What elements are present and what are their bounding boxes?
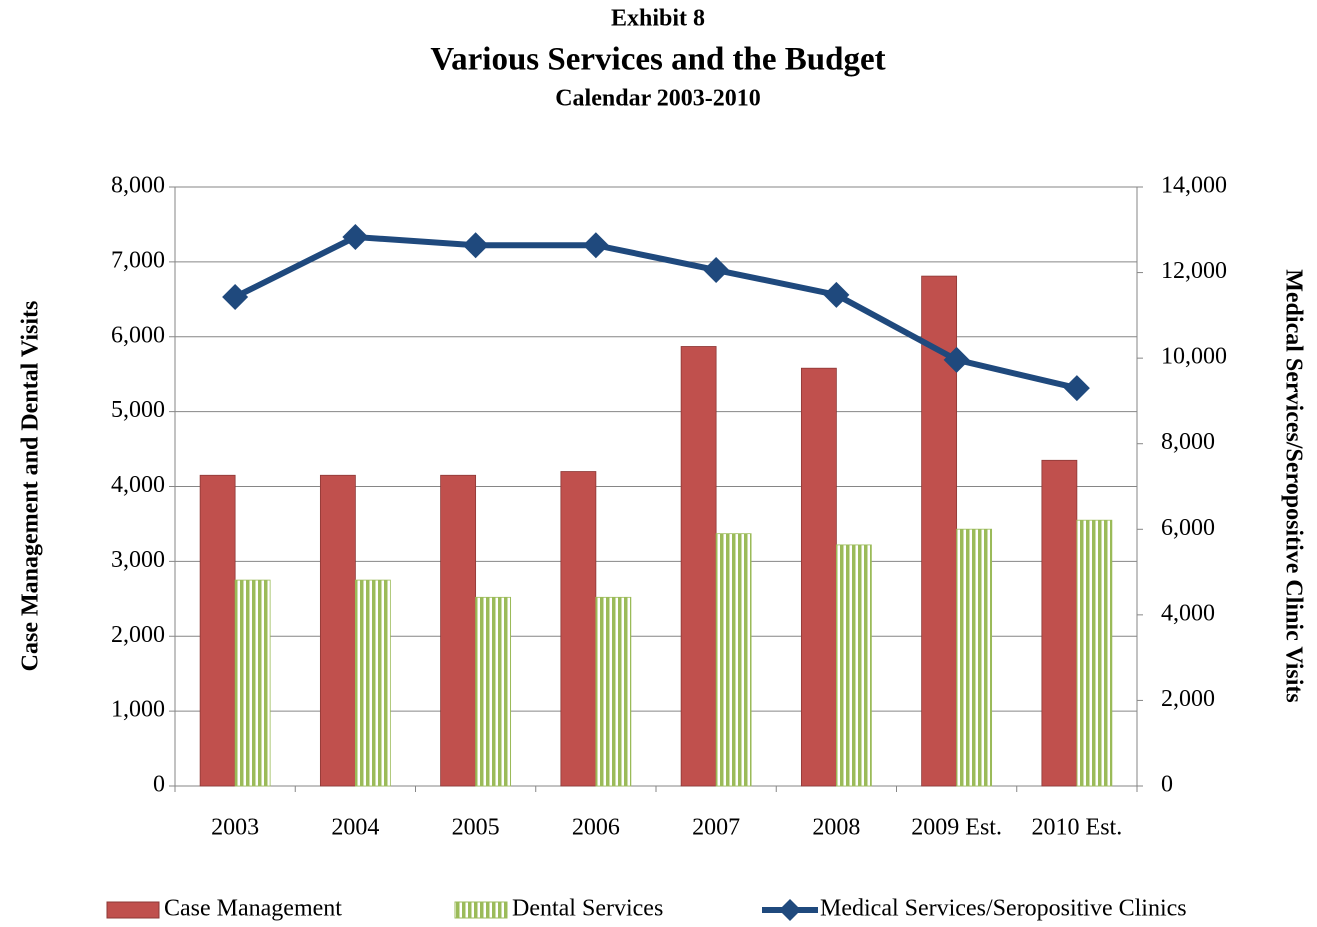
bar <box>199 474 236 787</box>
y-tick-label: 3,000 <box>111 547 165 573</box>
marker <box>823 281 850 308</box>
legend-label: Medical Services/Seropositive Clinics <box>820 896 1187 922</box>
bar <box>715 533 752 787</box>
marker <box>222 283 249 310</box>
marker <box>943 346 970 373</box>
y-tick-label: 4,000 <box>111 472 165 498</box>
y2-tick-label: 8,000 <box>1161 429 1215 455</box>
x-tick-label: 2004 <box>331 815 379 841</box>
x-tick-label: 2007 <box>692 815 740 841</box>
bar <box>680 346 717 787</box>
bar <box>1041 459 1078 787</box>
y-tick-label: 5,000 <box>111 397 165 423</box>
y-axis-label: Case Management and Dental Visits <box>18 301 44 672</box>
y-tick-label: 8,000 <box>111 173 165 199</box>
bar <box>475 596 512 787</box>
y-tick-label: 0 <box>153 772 165 798</box>
chart-subtitle: Various Services and the Budget <box>430 42 885 78</box>
x-tick-label: 2009 Est. <box>911 815 1002 841</box>
y2-tick-label: 12,000 <box>1161 258 1227 284</box>
marker <box>462 232 489 259</box>
marker <box>703 257 730 284</box>
y-tick-label: 2,000 <box>111 622 165 648</box>
x-tick-label: 2005 <box>452 815 500 841</box>
bar <box>319 474 356 787</box>
legend-swatch <box>106 901 160 919</box>
bar <box>956 528 993 787</box>
y-tick-label: 6,000 <box>111 322 165 348</box>
line <box>233 234 1078 392</box>
marker <box>1063 375 1090 402</box>
y-tick-label: 7,000 <box>111 247 165 273</box>
bar <box>595 596 632 787</box>
y-tick-label: 1,000 <box>111 697 165 723</box>
marker <box>582 232 609 259</box>
bar <box>1076 519 1113 787</box>
y2-tick-label: 0 <box>1161 772 1173 798</box>
chart-subtitle: Calendar 2003-2010 <box>555 86 761 112</box>
legend-swatch <box>779 899 801 921</box>
bar <box>560 471 597 787</box>
x-tick-label: 2010 Est. <box>1032 815 1123 841</box>
bar <box>835 544 872 787</box>
legend-label: Case Management <box>164 896 342 922</box>
y2-tick-label: 2,000 <box>1161 686 1215 712</box>
bar <box>440 474 477 787</box>
x-tick-label: 2003 <box>211 815 259 841</box>
y2-tick-label: 4,000 <box>1161 600 1215 626</box>
legend-swatch <box>454 901 508 919</box>
chart-title: Exhibit 8 <box>611 6 705 32</box>
y2-tick-label: 6,000 <box>1161 515 1215 541</box>
marker <box>342 224 369 251</box>
bar <box>354 579 391 787</box>
y2-tick-label: 14,000 <box>1161 173 1227 199</box>
bar <box>800 367 837 787</box>
x-tick-label: 2006 <box>572 815 620 841</box>
bar <box>234 579 271 787</box>
y2-axis-label: Medical Services/Seropositive Clinic Vis… <box>1280 269 1306 703</box>
legend-label: Dental Services <box>512 896 663 922</box>
x-tick-label: 2008 <box>812 815 860 841</box>
y2-tick-label: 10,000 <box>1161 344 1227 370</box>
